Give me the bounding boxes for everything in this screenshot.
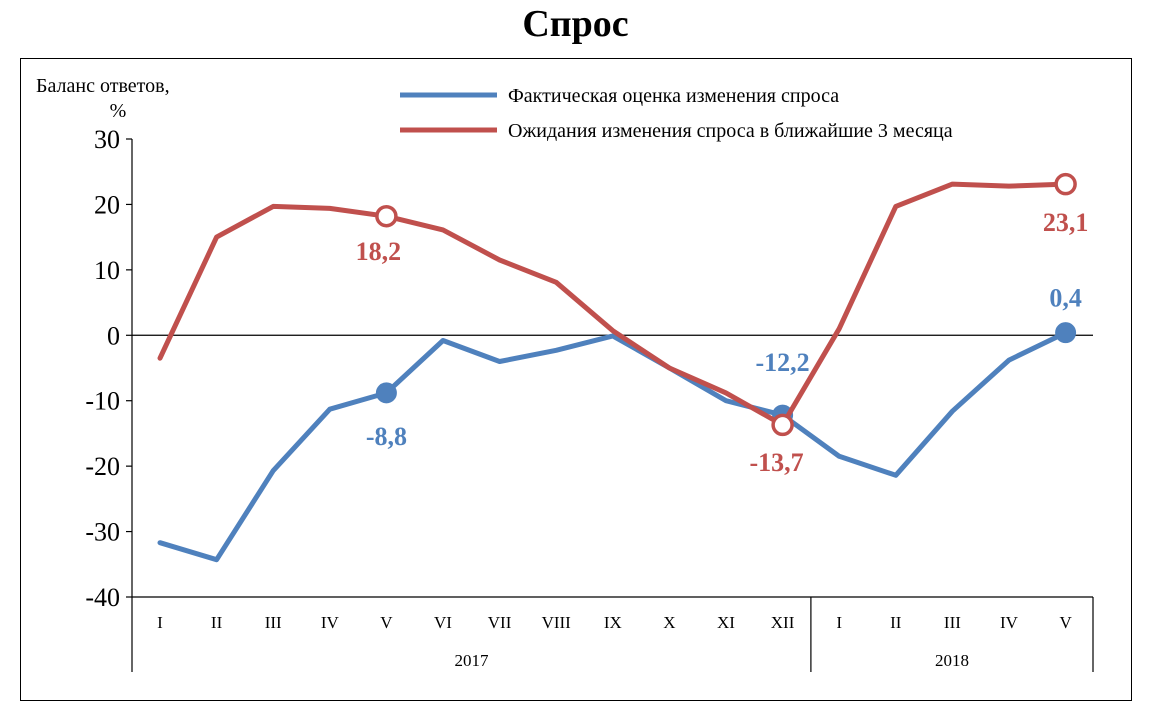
legend: Фактическая оценка изменения спроса Ожида… [400, 85, 953, 142]
x-tick-label: II [890, 613, 902, 632]
x-tick-label: VIII [542, 613, 572, 632]
x-tick-label: VII [488, 613, 512, 632]
y-tick-label: 30 [94, 125, 120, 154]
x-tick-label: II [211, 613, 223, 632]
chart-title: Спрос [522, 3, 629, 45]
x-tick-label: I [157, 613, 163, 632]
data-label: -8,8 [366, 422, 407, 451]
x-tick-label: V [380, 613, 393, 632]
y-tick-label: -20 [85, 452, 120, 481]
y-tick-label: -40 [85, 583, 120, 612]
x-tick-label: VI [434, 613, 452, 632]
x-tick-label: III [265, 613, 282, 632]
data-label: 18,2 [356, 237, 402, 266]
series-line-2 [157, 181, 1069, 428]
data-label: -13,7 [750, 448, 804, 477]
data-point-marker [771, 413, 794, 437]
x-tick-label: IV [321, 613, 340, 632]
y-axis-label: Баланс ответов, [36, 75, 170, 97]
y-tick-label: -10 [85, 387, 120, 416]
legend-label: Фактическая оценка изменения спроса [508, 85, 839, 107]
x-tick-label: I [836, 613, 842, 632]
x-tick-label: XI [717, 613, 735, 632]
x-tick-label: IX [604, 613, 622, 632]
x-tick-label: V [1059, 613, 1072, 632]
data-label: 0,4 [1049, 284, 1082, 313]
chart-frame [20, 58, 1132, 701]
x-tick-label: III [944, 613, 961, 632]
year-label: 2017 [454, 651, 489, 670]
x-tick-label: IV [1000, 613, 1019, 632]
y-tick-label: 0 [107, 321, 120, 350]
year-label: 2018 [935, 651, 969, 670]
data-point-marker [375, 204, 398, 228]
data-point-marker [1055, 322, 1077, 344]
data-label: -12,2 [756, 348, 810, 377]
y-tick-label: 20 [94, 190, 120, 219]
data-label: 23,1 [1043, 208, 1089, 237]
x-tick-label: XII [771, 613, 795, 632]
data-point-marker [375, 382, 397, 404]
x-tick-label: X [663, 613, 675, 632]
series-line-1 [157, 330, 1069, 563]
y-axis-label-unit: % [110, 100, 127, 122]
legend-label: Ожидания изменения спроса в ближайшие 3 … [508, 120, 953, 142]
y-tick-label: -30 [85, 518, 120, 547]
series-lines: -8,8 -12,2 0,4 18,2 -13,7 23,1 [157, 172, 1089, 563]
y-tick-label: 10 [94, 256, 120, 285]
data-point-marker [1054, 172, 1077, 196]
